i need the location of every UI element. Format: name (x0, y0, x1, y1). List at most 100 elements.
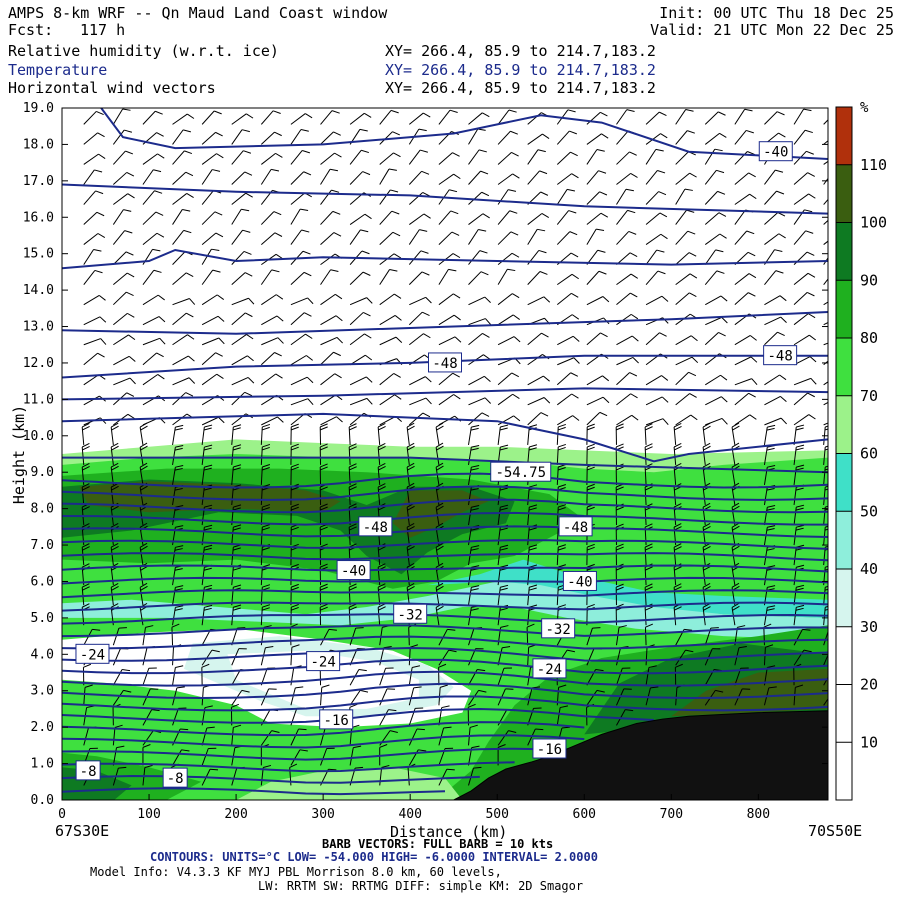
wind-barb-staff (645, 647, 648, 666)
wind-barb-staff (231, 527, 234, 546)
wind-barb-flag (320, 526, 328, 531)
wind-barb-flag (233, 424, 242, 428)
wind-barb (586, 396, 610, 406)
wind-barb-flag (263, 764, 272, 769)
wind-barb-staff (349, 747, 354, 766)
wind-barb-flag (320, 466, 328, 471)
wind-barb-flag (718, 111, 726, 116)
wind-barb-flag (529, 604, 538, 608)
wind-barb (704, 111, 726, 125)
contour-label: -16 (537, 742, 562, 758)
wind-barb (675, 252, 697, 265)
wind-barb-staff (260, 567, 263, 586)
wind-barb-flag (140, 465, 148, 471)
wind-barb (379, 373, 401, 386)
wind-barb-flag (631, 335, 639, 342)
wind-barb-staff (231, 171, 246, 185)
wind-barb-staff (320, 687, 323, 706)
wind-barb-flag (715, 689, 724, 693)
wind-barb-flag (111, 586, 119, 591)
wind-barb-flag (390, 189, 399, 193)
wind-barb-flag (500, 424, 509, 428)
wind-barb-staff (586, 212, 602, 225)
wind-barb (645, 191, 667, 205)
wind-barb-staff (112, 209, 124, 225)
wind-barb (468, 149, 487, 165)
wind-barb-staff (586, 149, 598, 165)
wind-barb-flag (81, 543, 90, 548)
wind-barb (705, 374, 728, 386)
wind-barb (675, 130, 695, 145)
wind-barb-flag (123, 209, 132, 212)
wind-barb-staff (468, 149, 480, 165)
wind-barb-flag (183, 229, 192, 234)
wind-barb-staff (320, 269, 332, 285)
wind-barb-flag (110, 422, 119, 428)
wind-barb (823, 322, 828, 326)
wind-barb-flag (450, 210, 459, 215)
wind-barb (379, 336, 403, 346)
wind-barb-staff (290, 376, 308, 386)
wind-barb-flag (204, 424, 213, 428)
wind-barb-flag (335, 315, 343, 322)
colorbar-label: 50 (860, 502, 878, 520)
wind-barb (408, 665, 421, 686)
temperature-contour (62, 613, 828, 625)
wind-barb-staff (764, 212, 779, 225)
wind-barb (644, 583, 653, 606)
wind-barb (83, 338, 107, 346)
init-time: Init: 00 UTC Thu 18 Dec 25 (659, 4, 894, 22)
wind-barb-staff (406, 587, 410, 606)
wind-barb-staff (734, 335, 751, 346)
temperature-contour (62, 682, 828, 700)
wind-barb (645, 233, 668, 245)
wind-barb (527, 412, 549, 426)
wind-barb-flag (596, 149, 605, 152)
wind-barb-flag (716, 270, 725, 274)
plot-frame (61, 107, 829, 801)
wind-barb-flag (824, 428, 828, 431)
wind-barb-staff (320, 416, 337, 426)
wind-barb-staff (468, 250, 481, 265)
wind-barb-flag (275, 373, 283, 379)
wind-barb-staff (83, 211, 98, 225)
wind-barb (261, 152, 283, 165)
wind-barb-flag (543, 296, 551, 303)
wind-barb-flag (261, 607, 270, 611)
wind-barb-flag (139, 522, 148, 528)
wind-barb-flag (685, 108, 694, 112)
wind-barb-flag (83, 663, 92, 668)
wind-barb-staff (468, 191, 483, 205)
wind-barb (823, 198, 828, 205)
wind-barb-flag (558, 484, 566, 488)
wind-barb-staff (704, 169, 717, 185)
wind-barb-staff (201, 352, 216, 366)
wind-barb-flag (499, 547, 508, 551)
wind-barb-flag (616, 426, 624, 431)
wind-barb-staff (349, 333, 365, 346)
wind-barb (201, 604, 213, 626)
contour-label: -40 (567, 574, 592, 590)
wind-barb-flag (216, 294, 225, 300)
wind-barb-flag (703, 445, 711, 451)
wind-barb-staff (468, 627, 475, 646)
wind-barb-flag (453, 173, 461, 180)
wind-barb-flag (470, 467, 479, 471)
wind-barb-flag (689, 292, 697, 298)
wind-barb (320, 416, 343, 426)
wind-barb-flag (539, 271, 548, 275)
wind-barb (586, 411, 608, 426)
wind-barb-flag (690, 414, 698, 421)
wind-barb-staff (172, 251, 186, 265)
wind-barb (379, 189, 399, 205)
wind-barb-flag (215, 352, 223, 357)
wind-barb-flag (804, 209, 813, 213)
wind-barb-flag (81, 603, 90, 608)
wind-barb (172, 113, 195, 125)
wind-barb-flag (291, 466, 299, 471)
wind-barb (527, 133, 550, 145)
wind-barb (616, 393, 638, 406)
wind-barb-flag (328, 768, 337, 771)
wind-barb-flag (425, 296, 432, 304)
wind-barb-flag (128, 334, 136, 341)
